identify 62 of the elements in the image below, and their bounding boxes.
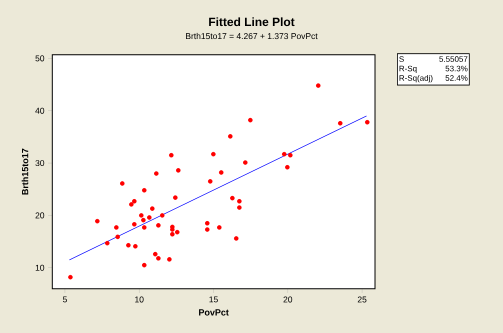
point — [142, 225, 147, 230]
x-axis-title: PovPct — [199, 309, 229, 316]
point — [174, 230, 180, 234]
point — [114, 225, 119, 230]
point — [237, 205, 242, 210]
point — [230, 196, 235, 200]
point — [170, 232, 175, 237]
chart-title: Fitted Line Plot — [209, 17, 295, 26]
point — [338, 120, 343, 126]
point — [217, 225, 222, 230]
point — [282, 152, 287, 156]
point — [147, 215, 152, 220]
point — [132, 222, 137, 227]
point — [104, 240, 110, 246]
point — [150, 206, 155, 211]
point — [141, 218, 146, 222]
x-tick-label: 5 — [62, 296, 67, 302]
point — [211, 152, 216, 156]
point — [126, 242, 131, 248]
point — [228, 134, 233, 139]
point — [156, 223, 161, 228]
point — [132, 198, 137, 204]
point — [142, 262, 147, 268]
x-tick-label: 15 — [209, 296, 218, 302]
point — [364, 120, 370, 125]
point — [133, 244, 138, 249]
point — [248, 118, 253, 122]
point — [169, 152, 174, 158]
point — [218, 170, 224, 175]
y-tick-label: 10 — [36, 264, 44, 271]
point — [152, 252, 158, 256]
point — [243, 160, 248, 165]
point — [139, 213, 144, 218]
point — [288, 152, 293, 158]
chart-subtitle: Brth15to17 = 4.267 + 1.373 PovPct — [186, 32, 318, 40]
y-tick-label: 20 — [36, 212, 44, 218]
point — [95, 218, 100, 224]
x-tick-label: 20 — [284, 296, 292, 302]
point — [68, 274, 73, 280]
point — [120, 181, 125, 186]
point — [115, 234, 120, 240]
point — [176, 168, 181, 173]
point — [173, 195, 178, 200]
point — [156, 256, 161, 261]
point — [160, 213, 165, 218]
point — [154, 171, 159, 176]
point — [237, 198, 242, 204]
point — [234, 236, 239, 241]
point — [285, 164, 290, 170]
y-tick-label: 50 — [35, 55, 44, 62]
point — [204, 227, 210, 232]
x-tick-label: 10 — [135, 296, 144, 302]
point — [167, 257, 172, 262]
point — [316, 83, 321, 88]
point — [204, 220, 210, 226]
point — [129, 202, 134, 207]
y-tick-label: 40 — [35, 108, 44, 114]
point — [208, 179, 213, 184]
y-tick-label: 30 — [35, 160, 44, 166]
x-tick-label: 25 — [358, 296, 366, 302]
y-axis-title: Brth15to17 — [22, 148, 28, 195]
point — [142, 188, 147, 193]
